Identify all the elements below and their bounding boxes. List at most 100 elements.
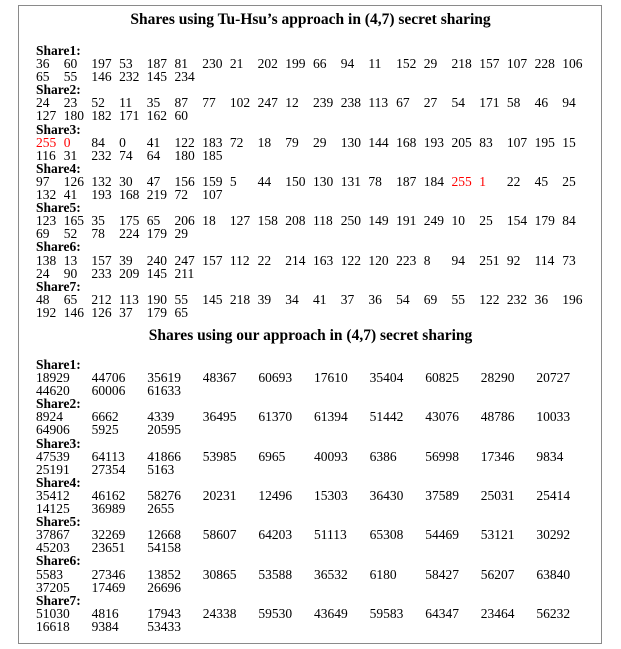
share-values-row: 24 90 233 209 145 211	[36, 265, 194, 281]
share-value: 179	[146, 226, 168, 242]
share-value: 228	[534, 56, 555, 72]
share-value: 214	[285, 252, 306, 268]
share-value: 168	[119, 187, 140, 203]
share-value: 39	[257, 291, 272, 307]
share-value: 28290	[480, 370, 515, 386]
share-value: 54469	[425, 527, 459, 543]
share-value: 25	[562, 173, 576, 189]
share-value: 26696	[147, 579, 181, 595]
share-value: 6662	[91, 409, 119, 425]
share-value: 13	[63, 252, 78, 268]
share-value: 205	[451, 134, 472, 150]
share-values-row: 37205 17469 26696	[36, 580, 181, 594]
share-value: 25031	[480, 487, 515, 503]
share-value: 13852	[147, 566, 181, 582]
share-value: 6180	[369, 566, 397, 582]
share-label: Share3:	[36, 121, 81, 137]
share-value: 208	[285, 213, 306, 229]
share-value: 27346	[91, 566, 126, 582]
share-value: 158	[257, 213, 278, 229]
share-value: 72	[229, 134, 244, 150]
share-value: 65	[36, 69, 50, 85]
share-value: 251	[479, 252, 500, 268]
share-value: 27	[423, 95, 438, 111]
share-value: 17943	[147, 605, 181, 621]
share-value: 43649	[314, 605, 348, 621]
share-value: 43076	[425, 409, 459, 425]
share-value: 106	[562, 56, 583, 72]
share-value: 6965	[258, 448, 286, 464]
share-value: 230	[202, 56, 223, 72]
share-value: 67	[396, 95, 410, 111]
share-value: 58427	[425, 566, 459, 582]
share-value: 64347	[425, 605, 459, 621]
share-value: 20595	[147, 422, 181, 438]
share-value: 53588	[258, 566, 293, 582]
share-value: 81	[174, 56, 189, 72]
share-value: 209	[119, 265, 140, 281]
share-label: Share4:	[36, 474, 81, 490]
share-value: 36	[534, 291, 549, 307]
share-value: 12	[285, 95, 299, 111]
share-values-row: 48 65 212 113 190 55 145 218 39 34 41 37 36 54 69 55 122…	[36, 291, 583, 307]
share-value: 59583	[369, 605, 404, 621]
share-value: 39	[119, 252, 133, 268]
share-value: 182	[91, 108, 112, 124]
share-values-row: 14125 36989 2655	[36, 502, 174, 516]
share-value: 183	[202, 134, 223, 150]
share-value: 59530	[258, 605, 293, 621]
share-values-row: 127 180 182 171 162 60	[36, 109, 188, 123]
share-value: 34	[285, 291, 299, 307]
share-value: 5163	[147, 461, 175, 477]
share-value: 53	[119, 56, 133, 72]
tuhsu-title: Shares using Tu-Hsu’s approach in (4,7) …	[130, 11, 491, 28]
share-value: 60693	[258, 370, 293, 386]
share-value: 79	[285, 134, 299, 150]
share-value: 48	[36, 291, 50, 307]
share-value: 212	[91, 291, 112, 307]
share-value: 168	[396, 134, 417, 150]
share-value: 56232	[536, 605, 571, 621]
share-value: 84	[562, 213, 576, 229]
share-values-row: 8924 6662 4339 36495 61370 61394 51442 43076 487…	[36, 410, 570, 424]
share-values-row: 64906 5925 20595	[36, 423, 181, 437]
share-value: 0	[63, 134, 71, 150]
share-value: 51030	[36, 605, 70, 621]
share-value: 36	[36, 56, 50, 72]
share-value: 123	[36, 213, 57, 229]
share-value: 30292	[536, 527, 571, 543]
share-value: 249	[423, 213, 445, 229]
share-value: 211	[174, 265, 195, 281]
share-value: 187	[396, 173, 417, 189]
share-value: 90	[63, 265, 78, 281]
share-value: 73	[562, 252, 576, 268]
share-values-row: 25191 27354 5163	[36, 462, 174, 476]
share-value: 150	[285, 173, 306, 189]
share-value: 255	[36, 134, 57, 150]
share-value: 5	[229, 173, 237, 189]
share-value: 94	[562, 95, 576, 111]
share-value: 118	[313, 213, 333, 229]
share-values-row: 47539 64113 41866 53985 6965 40093 6386 56998 17…	[36, 449, 563, 463]
share-value: 157	[479, 56, 500, 72]
share-values-row: 138 13 157 39 240 247 157 112 22 214 163 122 120 223 8…	[36, 252, 576, 268]
share-values-row: 123 165 35 175 65 206 18 127 158 208 118 250 149 191 2…	[36, 213, 576, 229]
share-value: 159	[202, 173, 223, 189]
share-value: 12496	[258, 487, 293, 503]
share-value: 47	[146, 173, 161, 189]
share-value: 234	[174, 69, 195, 85]
share-value: 65	[63, 291, 78, 307]
share-value: 120	[368, 252, 389, 268]
share-values-row: 51030 4816 17943 24338 59530 43649 59583 64347 2…	[36, 605, 570, 621]
share-value: 37	[119, 304, 133, 320]
share-value: 25414	[536, 487, 571, 503]
share-value: 78	[368, 173, 382, 189]
share-value: 8	[423, 252, 431, 268]
share-value: 44	[257, 173, 272, 189]
share-value: 206	[174, 213, 195, 229]
share-values-row: 45203 23651 54158	[36, 541, 181, 555]
share-value: 55	[451, 291, 466, 307]
share-value: 171	[479, 95, 500, 111]
share-value: 10	[451, 213, 466, 229]
share-value: 37589	[425, 487, 459, 503]
